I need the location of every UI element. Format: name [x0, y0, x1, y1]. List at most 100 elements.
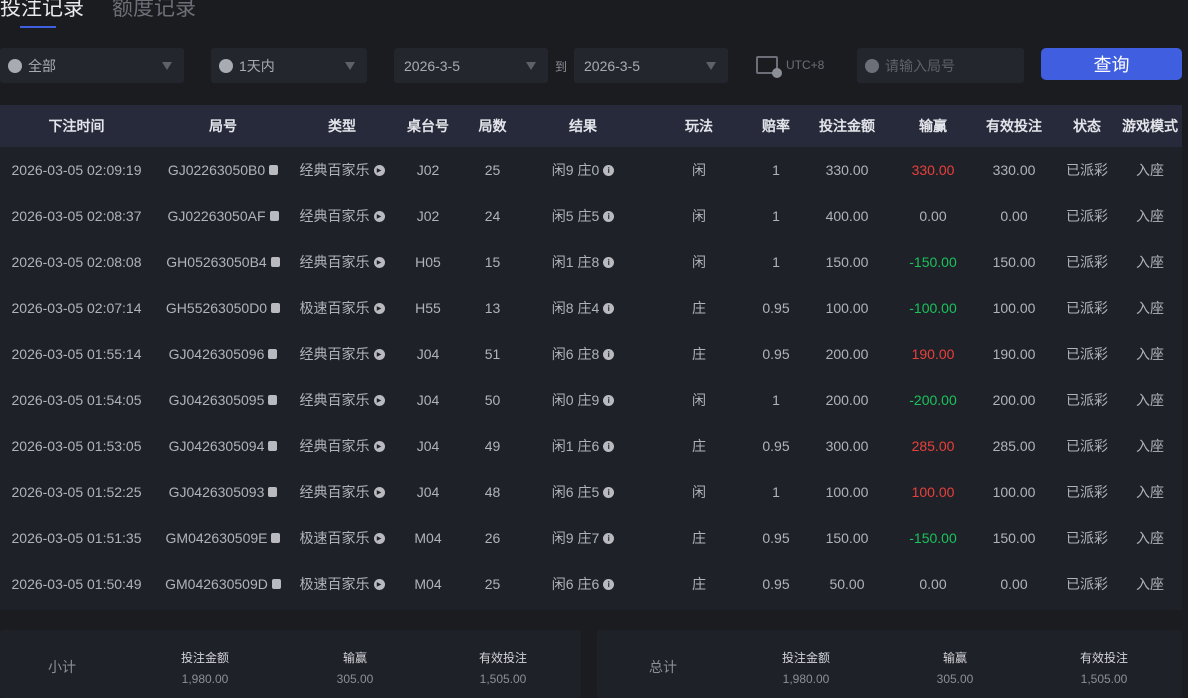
- copy-icon[interactable]: [271, 303, 281, 313]
- info-icon[interactable]: i: [603, 164, 615, 176]
- table-no-text: M04: [414, 530, 442, 546]
- game-mode-text: 入座: [1136, 208, 1164, 224]
- cell-table-no: J04: [391, 438, 465, 454]
- table-no-text: H55: [415, 300, 441, 316]
- cell-odds: 1: [752, 392, 800, 408]
- win-loss-text: 190.00: [911, 346, 955, 362]
- query-button[interactable]: 查询: [1041, 48, 1182, 80]
- cell-game-type: 极速百家乐 ▶: [293, 574, 391, 594]
- cell-bet-type: 庄: [646, 436, 752, 456]
- cell-odds: 0.95: [752, 576, 800, 592]
- table-no-text: J04: [416, 346, 440, 362]
- cell-game-mode: 入座: [1118, 390, 1182, 410]
- copy-icon[interactable]: [268, 441, 278, 451]
- cell-table-no: H05: [391, 254, 465, 270]
- cell-table-no: J02: [391, 208, 465, 224]
- info-icon[interactable]: i: [603, 394, 615, 406]
- status-text: 已派彩: [1066, 484, 1108, 500]
- cell-round-id: GJ0426305096: [153, 346, 293, 362]
- cell-bet-type: 庄: [646, 574, 752, 594]
- start-date-select[interactable]: 2026-3-5: [394, 48, 548, 83]
- odds-text: 1: [772, 484, 780, 500]
- info-icon[interactable]: i: [603, 348, 615, 360]
- bet-type-text: 庄: [692, 438, 706, 454]
- end-date-select[interactable]: 2026-3-5: [574, 48, 728, 83]
- info-icon[interactable]: i: [603, 256, 615, 268]
- copy-icon[interactable]: [271, 533, 281, 543]
- play-icon[interactable]: ▶: [373, 578, 385, 590]
- cell-result: 闲8 庄4 i: [520, 298, 646, 318]
- round-search-input[interactable]: 请输入局号: [857, 48, 1024, 83]
- win-loss-text: 0.00: [919, 576, 947, 592]
- result-text: 闲1 庄6: [551, 438, 600, 454]
- status-text: 已派彩: [1066, 530, 1108, 546]
- cell-game-type: 极速百家乐 ▶: [293, 298, 391, 318]
- total-bet-value: 1,980.00: [782, 672, 830, 686]
- tab-credit-records[interactable]: 额度记录: [112, 0, 196, 20]
- cell-game-type: 经典百家乐 ▶: [293, 390, 391, 410]
- bet-amount-text: 400.00: [825, 208, 869, 224]
- game-type-text: 经典百家乐: [299, 162, 370, 178]
- result-text: 闲9 庄0: [551, 162, 600, 178]
- copy-icon[interactable]: [268, 487, 278, 497]
- cell-bet-type: 闲: [646, 160, 752, 180]
- round-id-text: GJ0426305096: [168, 346, 265, 362]
- copy-icon[interactable]: [268, 349, 278, 359]
- info-icon[interactable]: i: [603, 302, 615, 314]
- info-icon[interactable]: i: [603, 440, 615, 452]
- cell-round-no: 13: [465, 300, 520, 316]
- bet-time-text: 2026-03-05 01:51:35: [11, 530, 142, 546]
- copy-icon[interactable]: [269, 211, 279, 221]
- game-mode-text: 入座: [1136, 254, 1164, 270]
- info-icon[interactable]: i: [603, 210, 615, 222]
- cell-status: 已派彩: [1056, 298, 1118, 318]
- info-icon[interactable]: i: [603, 486, 615, 498]
- timezone-label: UTC+8: [786, 58, 825, 72]
- copy-icon[interactable]: [270, 257, 280, 267]
- play-icon[interactable]: ▶: [373, 486, 385, 498]
- round-no-text: 13: [484, 300, 501, 316]
- play-icon[interactable]: ▶: [373, 210, 385, 222]
- play-icon[interactable]: ▶: [373, 302, 385, 314]
- play-icon[interactable]: ▶: [373, 532, 385, 544]
- copy-icon[interactable]: [269, 165, 279, 175]
- tab-bet-records[interactable]: 投注记录: [0, 0, 84, 28]
- to-label: 到: [555, 60, 568, 74]
- cell-odds: 1: [752, 208, 800, 224]
- period-select[interactable]: 1天内: [211, 48, 367, 83]
- play-icon[interactable]: ▶: [373, 348, 385, 360]
- subtotal-valid-label: 有效投注: [478, 651, 527, 665]
- cell-status: 已派彩: [1056, 436, 1118, 456]
- cell-game-mode: 入座: [1118, 160, 1182, 180]
- bet-time-text: 2026-03-05 01:53:05: [11, 438, 142, 454]
- cell-round-id: GM042630509D: [153, 576, 293, 592]
- odds-text: 1: [772, 208, 780, 224]
- round-id-text: GJ0426305093: [168, 484, 265, 500]
- cell-win-loss: -100.00: [894, 300, 972, 316]
- result-text: 闲5 庄5: [551, 208, 600, 224]
- cell-bet-time: 2026-03-05 01:55:14: [0, 346, 153, 362]
- cell-round-no: 24: [465, 208, 520, 224]
- info-icon[interactable]: i: [603, 578, 615, 590]
- table-row: 2026-03-05 01:50:49 GM042630509D 极速百家乐 ▶ M04…: [0, 561, 1182, 607]
- cell-valid-bet: 285.00: [972, 438, 1056, 454]
- copy-icon[interactable]: [271, 579, 281, 589]
- copy-icon[interactable]: [268, 395, 278, 405]
- bet-type-text: 庄: [692, 346, 706, 362]
- play-icon[interactable]: ▶: [373, 394, 385, 406]
- cell-round-no: 49: [465, 438, 520, 454]
- info-icon[interactable]: i: [603, 532, 615, 544]
- play-icon[interactable]: ▶: [373, 440, 385, 452]
- bet-time-text: 2026-03-05 01:55:14: [11, 346, 142, 362]
- bet-type-text: 闲: [692, 254, 706, 270]
- game-type-text: 极速百家乐: [299, 576, 370, 592]
- game-select[interactable]: 全部: [0, 48, 184, 83]
- cell-valid-bet: 100.00: [972, 300, 1056, 316]
- play-icon[interactable]: ▶: [373, 256, 385, 268]
- total-label: 总计: [649, 659, 677, 675]
- play-icon[interactable]: ▶: [373, 164, 385, 176]
- valid-bet-text: 100.00: [992, 484, 1036, 500]
- cell-result: 闲6 庄6 i: [520, 574, 646, 594]
- game-mode-text: 入座: [1136, 392, 1164, 408]
- total-winloss-label: 输赢: [942, 651, 967, 665]
